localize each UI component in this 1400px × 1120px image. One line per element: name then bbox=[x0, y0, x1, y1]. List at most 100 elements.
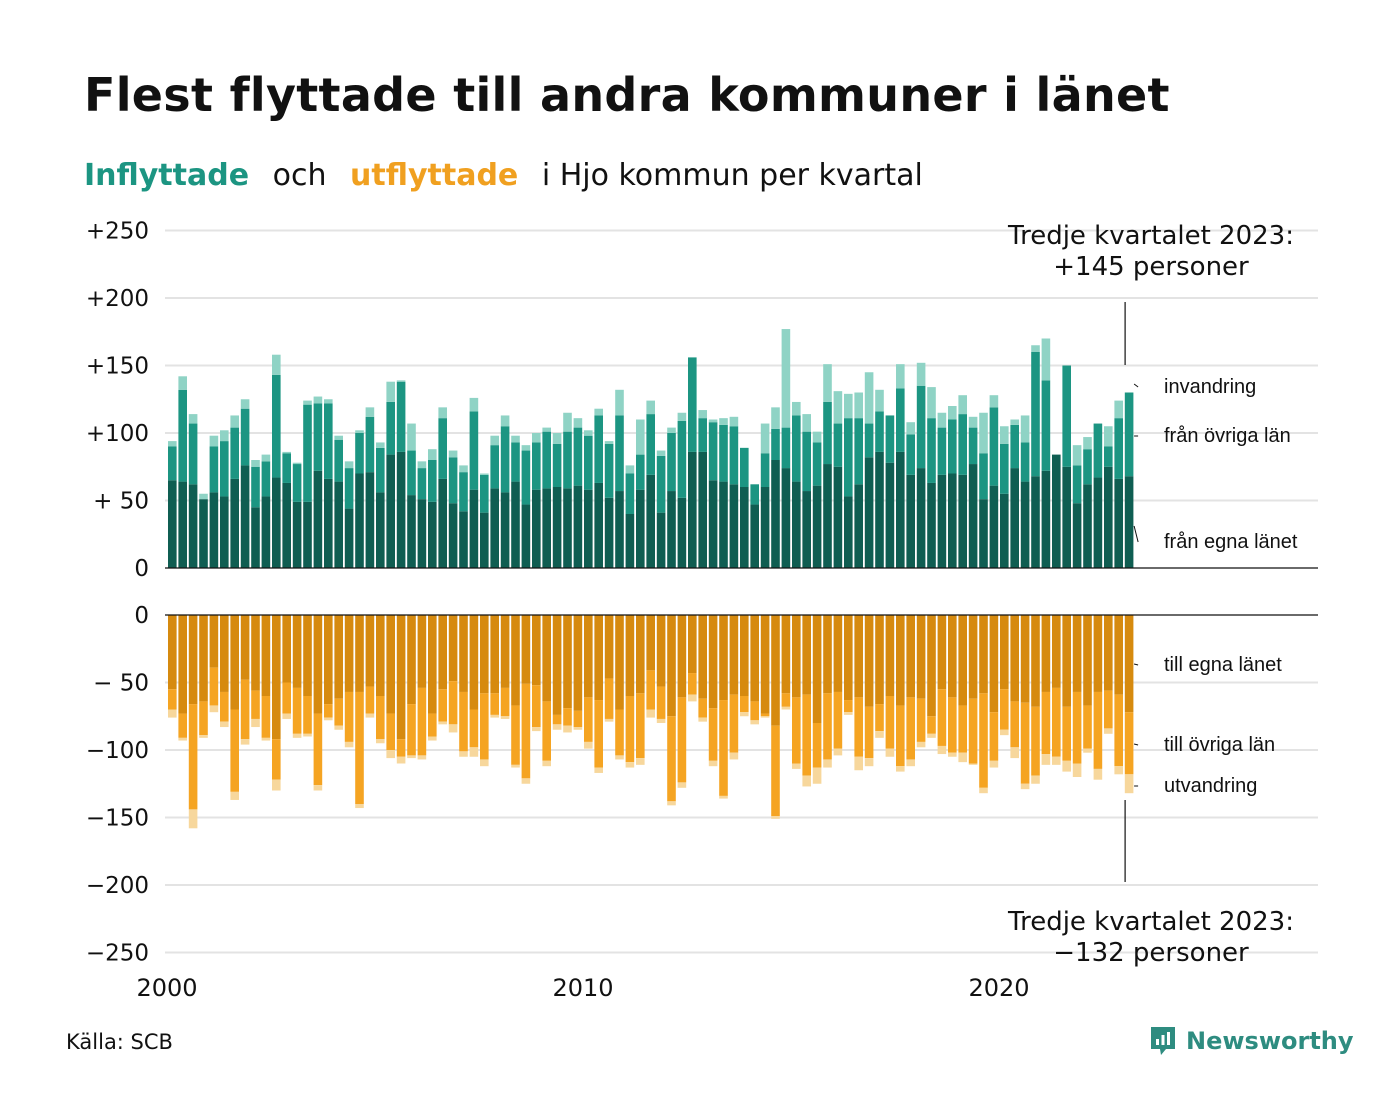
bar-in-own-county bbox=[1031, 476, 1040, 568]
bar-in-own-county bbox=[604, 497, 614, 568]
bar-out-emigration bbox=[396, 756, 406, 764]
bar-out-emigration bbox=[615, 755, 624, 760]
bar-out-other-counties bbox=[1052, 687, 1061, 757]
bar-in-other-counties bbox=[292, 464, 302, 502]
bar-in-own-county bbox=[1041, 470, 1051, 568]
y-tick-label-top: + 50 bbox=[93, 489, 149, 515]
bar-in-own-county bbox=[459, 511, 468, 568]
bar-out-own-county bbox=[781, 615, 791, 694]
bar-in-immigration bbox=[854, 392, 863, 419]
bar-in-immigration bbox=[178, 376, 187, 390]
bar-in-own-county bbox=[906, 474, 915, 568]
bar-in-own-county bbox=[334, 481, 343, 568]
bar-out-emigration bbox=[1031, 775, 1040, 784]
bar-out-other-counties bbox=[448, 681, 458, 725]
bar-out-own-county bbox=[448, 615, 458, 682]
bar-in-other-counties bbox=[1020, 442, 1030, 482]
bar-in-immigration bbox=[729, 416, 739, 427]
bar-out-emigration bbox=[625, 762, 635, 768]
bar-out-emigration bbox=[688, 694, 697, 702]
brand-name: Newsworthy bbox=[1186, 1027, 1354, 1055]
bar-out-own-county bbox=[854, 615, 863, 698]
bar-out-other-counties bbox=[646, 670, 655, 710]
bar-out-own-county bbox=[303, 615, 312, 696]
bar-in-immigration bbox=[833, 391, 843, 424]
bar-in-other-counties bbox=[927, 418, 936, 483]
bar-in-other-counties bbox=[396, 381, 406, 452]
bar-out-other-counties bbox=[1041, 691, 1051, 755]
bar-out-own-county bbox=[500, 615, 510, 688]
bar-in-other-counties bbox=[334, 439, 343, 482]
bar-in-own-county bbox=[677, 497, 687, 568]
bar-in-immigration bbox=[979, 412, 988, 454]
bar-out-emigration bbox=[188, 809, 198, 829]
bar-out-own-county bbox=[1010, 615, 1019, 702]
label-fran-ovriga-lan: från övriga län bbox=[1164, 425, 1291, 447]
bar-out-other-counties bbox=[594, 700, 603, 768]
bar-in-own-county bbox=[854, 484, 863, 568]
bar-in-own-county bbox=[500, 492, 510, 568]
chart-title: Flest flyttade till andra kommuner i län… bbox=[84, 68, 1170, 122]
bar-out-emigration bbox=[636, 758, 645, 765]
bar-in-other-counties bbox=[688, 357, 697, 452]
bar-in-own-county bbox=[573, 485, 583, 568]
bar-in-immigration bbox=[948, 406, 957, 420]
bar-in-immigration bbox=[1104, 426, 1113, 447]
label-invandring: invandring bbox=[1164, 376, 1256, 398]
bar-in-own-county bbox=[802, 491, 811, 568]
bar-in-other-counties bbox=[563, 431, 572, 489]
bar-in-immigration bbox=[396, 380, 406, 382]
bar-in-other-counties bbox=[771, 428, 780, 460]
bar-out-own-county bbox=[240, 615, 250, 680]
bar-in-own-county bbox=[584, 489, 593, 568]
bar-in-immigration bbox=[792, 401, 801, 416]
bar-in-own-county bbox=[1020, 481, 1030, 568]
bar-out-other-counties bbox=[386, 713, 395, 750]
bar-in-other-counties bbox=[604, 443, 614, 498]
bar-in-other-counties bbox=[303, 404, 312, 502]
bar-out-own-county bbox=[469, 615, 479, 710]
bar-in-other-counties bbox=[532, 442, 541, 490]
bar-out-own-county bbox=[563, 615, 572, 709]
bar-out-own-county bbox=[604, 615, 614, 679]
bar-in-own-county bbox=[781, 468, 791, 568]
bar-out-other-counties bbox=[1010, 701, 1019, 748]
bar-in-own-county bbox=[875, 451, 884, 568]
bar-in-own-county bbox=[1072, 503, 1082, 568]
bar-out-emigration bbox=[428, 736, 437, 741]
bar-out-own-county bbox=[667, 615, 676, 717]
bar-in-immigration bbox=[1000, 426, 1009, 444]
bar-in-immigration bbox=[344, 461, 354, 469]
bar-in-other-counties bbox=[272, 374, 281, 478]
bar-in-immigration bbox=[188, 414, 198, 424]
bar-in-other-counties bbox=[386, 401, 395, 455]
bar-out-own-county bbox=[365, 615, 375, 687]
bar-in-own-county bbox=[303, 501, 312, 568]
bar-in-other-counties bbox=[480, 474, 489, 513]
bar-in-immigration bbox=[376, 442, 385, 448]
bar-out-other-counties bbox=[667, 716, 676, 802]
bar-in-immigration bbox=[428, 449, 437, 460]
bar-out-emigration bbox=[251, 718, 260, 728]
bar-in-other-counties bbox=[823, 401, 832, 465]
annotation-bottom-line2: −132 personer bbox=[1053, 938, 1249, 968]
bar-out-other-counties bbox=[334, 698, 343, 726]
bar-in-other-counties bbox=[698, 418, 707, 452]
bar-in-immigration bbox=[615, 389, 624, 416]
bar-in-own-county bbox=[511, 481, 520, 568]
bar-in-own-county bbox=[989, 485, 999, 568]
label-fran-egna-lanet: från egna länet bbox=[1164, 531, 1298, 553]
bar-in-other-counties bbox=[188, 423, 198, 485]
bar-out-other-counties bbox=[948, 697, 957, 753]
bar-out-emigration bbox=[500, 716, 510, 719]
bar-in-other-counties bbox=[833, 423, 843, 467]
bar-out-own-county bbox=[344, 615, 354, 692]
bar-in-own-county bbox=[958, 474, 967, 568]
bar-in-other-counties bbox=[584, 435, 593, 490]
bar-in-immigration bbox=[1072, 445, 1082, 466]
bar-in-own-county bbox=[1093, 477, 1103, 568]
bar-out-other-counties bbox=[958, 705, 967, 753]
bar-out-own-county bbox=[968, 615, 978, 699]
bar-in-immigration bbox=[1010, 419, 1019, 425]
bar-out-other-counties bbox=[916, 698, 926, 742]
